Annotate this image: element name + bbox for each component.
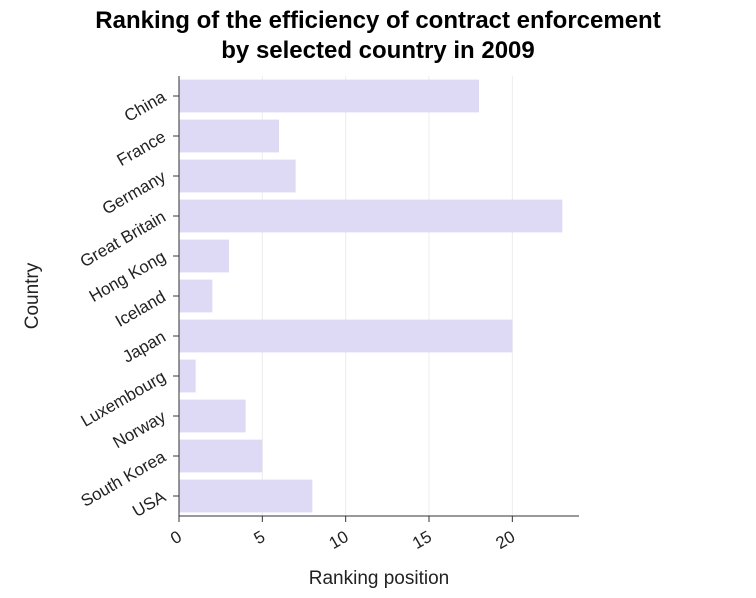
bar-great-britain [179, 199, 563, 233]
bar-luxembourg [179, 359, 196, 393]
chart-title: Ranking of the efficiency of contract en… [0, 6, 756, 66]
x-tick-label: 15 [409, 527, 435, 553]
x-tick-label: 0 [167, 527, 185, 548]
bar-norway [179, 399, 246, 433]
chart-title-line-2: by selected country in 2009 [221, 37, 535, 64]
x-tick-label: 20 [492, 527, 518, 553]
chart-title-line-1: Ranking of the efficiency of contract en… [95, 7, 661, 34]
bar-japan [179, 319, 513, 353]
y-tick-label: Norway [110, 407, 170, 453]
y-tick-label: Iceland [112, 287, 169, 331]
x-tick-label: 10 [326, 527, 352, 553]
bar-france [179, 119, 279, 153]
gridlines [261, 76, 513, 516]
x-axis-label: Ranking position [309, 568, 449, 589]
x-axis: 0 5 10 15 20 [167, 515, 579, 553]
bar-germany [179, 159, 296, 193]
y-tick-label: USA [129, 487, 169, 521]
bars [179, 79, 563, 513]
bar-iceland [179, 279, 213, 313]
x-tick-label: 5 [251, 527, 269, 548]
y-axis-label: Country [22, 262, 43, 329]
bar-usa [179, 479, 313, 513]
bar-south-korea [179, 439, 263, 473]
y-tick-label: Japan [119, 327, 169, 367]
bar-china [179, 79, 479, 113]
y-tick-label: France [114, 127, 169, 170]
bar-hong-kong [179, 239, 229, 273]
y-tick-label: China [121, 87, 169, 126]
